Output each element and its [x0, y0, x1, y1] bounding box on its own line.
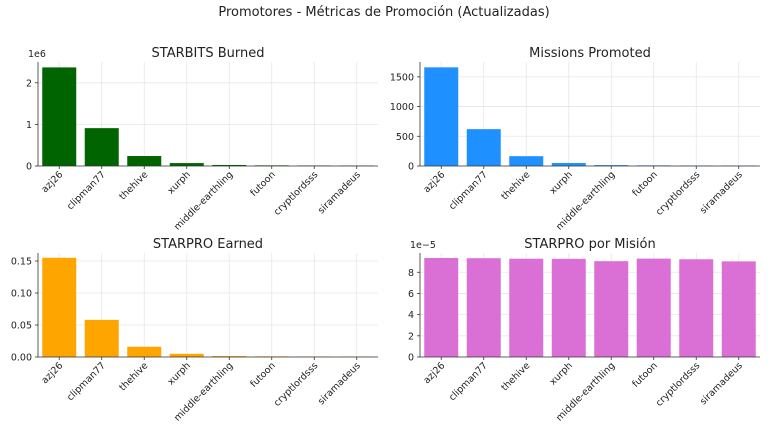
x-tick-label: thehive	[117, 360, 150, 393]
figure-title: Promotores - Métricas de Promoción (Actu…	[218, 5, 549, 20]
x-tick-label: azj26	[40, 360, 66, 386]
bar	[42, 258, 76, 357]
y-tick-label: 8	[408, 268, 414, 279]
y-tick-label: 2	[26, 78, 32, 89]
x-tick-label: clipman77	[447, 360, 490, 403]
x-tick-label: futoon	[630, 360, 660, 390]
x-tick-label: clipman77	[65, 169, 108, 212]
x-tick-label: cryptlordsss	[654, 360, 703, 409]
x-tick-label: azj26	[422, 360, 448, 386]
y-tick-label: 2	[408, 331, 414, 342]
x-tick-label: xurph	[548, 360, 575, 387]
bar	[170, 163, 204, 166]
bar	[170, 354, 204, 357]
bar	[679, 259, 713, 357]
subplot-title: STARPRO por Misión	[524, 237, 655, 252]
y-tick-label: 0.15	[11, 257, 32, 268]
bar	[85, 320, 119, 357]
x-tick-label: siramadeus	[316, 169, 363, 216]
bar	[127, 347, 161, 357]
y-tick-label: 4	[408, 310, 414, 321]
x-tick-label: clipman77	[65, 360, 108, 403]
bar	[127, 156, 161, 166]
x-tick-label: futoon	[630, 169, 660, 199]
axis-offset-label: 1e6	[28, 49, 46, 60]
x-tick-label: cryptlordsss	[272, 169, 321, 218]
bar	[467, 258, 501, 357]
y-tick-label: 0	[408, 353, 414, 364]
bar	[424, 67, 458, 166]
bar	[552, 163, 586, 166]
bar	[509, 259, 543, 357]
x-tick-label: thehive	[499, 169, 532, 202]
subplot-title: Missions Promoted	[529, 46, 651, 61]
bar	[467, 129, 501, 166]
y-tick-label: 0.00	[11, 353, 32, 364]
bar	[594, 261, 628, 357]
x-tick-label: xurph	[166, 360, 193, 387]
x-tick-label: siramadeus	[698, 169, 745, 216]
x-tick-label: cryptlordsss	[654, 169, 703, 218]
x-tick-label: cryptlordsss	[272, 360, 321, 409]
x-tick-label: siramadeus	[316, 360, 363, 407]
y-tick-label: 0.05	[11, 321, 32, 332]
y-tick-label: 0.10	[11, 289, 32, 300]
x-tick-label: thehive	[117, 169, 150, 202]
y-tick-label: 0	[26, 162, 32, 173]
x-tick-label: xurph	[166, 169, 193, 196]
subplot-title: STARBITS Burned	[152, 46, 265, 61]
y-tick-label: 1	[26, 120, 32, 131]
subplot-title: STARPRO Earned	[153, 237, 263, 252]
x-tick-label: siramadeus	[698, 360, 745, 407]
x-tick-label: azj26	[40, 169, 66, 195]
x-tick-label: clipman77	[447, 169, 490, 212]
bar	[722, 261, 756, 357]
bar	[42, 67, 76, 166]
y-tick-label: 0	[408, 162, 414, 173]
x-tick-label: thehive	[499, 360, 532, 393]
y-tick-label: 6	[408, 289, 414, 300]
x-tick-label: futoon	[248, 169, 278, 199]
y-tick-label: 500	[396, 132, 414, 143]
y-tick-label: 1000	[390, 102, 414, 113]
axis-offset-label: 1e−5	[410, 240, 436, 251]
x-tick-label: azj26	[422, 169, 448, 195]
y-tick-label: 1500	[390, 72, 414, 83]
x-tick-label: xurph	[548, 169, 575, 196]
bar	[637, 259, 671, 357]
x-tick-label: futoon	[248, 360, 278, 390]
bar	[424, 258, 458, 357]
bar	[552, 259, 586, 357]
bar	[85, 128, 119, 166]
bar	[509, 156, 543, 166]
